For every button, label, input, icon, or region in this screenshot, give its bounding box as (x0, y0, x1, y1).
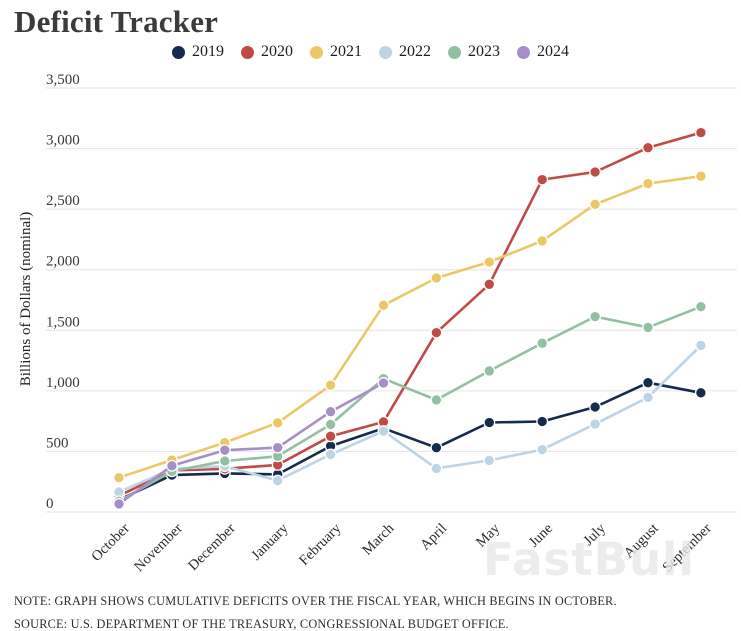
x-tick-label-november: November (131, 520, 186, 575)
data-point-2020 (694, 126, 707, 139)
data-point-2024 (271, 441, 284, 454)
x-tick-label-august: August (621, 521, 662, 562)
x-tick-label-september: September (660, 520, 715, 575)
data-point-2023 (589, 310, 602, 323)
data-point-2021 (536, 234, 549, 247)
series-line-2021 (117, 174, 703, 479)
data-point-2020 (324, 430, 337, 443)
data-point-2019 (483, 416, 496, 429)
data-point-2022 (589, 418, 602, 431)
data-point-2019 (430, 441, 443, 454)
legend-item-2021: 2021 (310, 43, 362, 61)
data-point-2023 (218, 455, 231, 467)
data-point-2021 (694, 170, 707, 183)
y-tick-label: 0 (46, 496, 54, 512)
y-tick-label: 500 (46, 435, 69, 451)
x-tick-label-march: March (359, 520, 398, 559)
data-point-2022 (694, 339, 707, 352)
series-line-2024 (117, 381, 385, 506)
footnotes: NOTE: GRAPH SHOWS CUMULATIVE DEFICITS OV… (14, 590, 617, 631)
y-tick-label: 3,500 (46, 72, 80, 88)
data-point-2019 (694, 386, 707, 399)
data-point-2023 (483, 364, 496, 377)
y-tick-label: 3,000 (46, 133, 80, 149)
x-tick-label-january: January (248, 520, 292, 564)
data-point-2024 (165, 459, 178, 472)
legend-swatch-2020 (241, 45, 254, 59)
legend-swatch-2022 (379, 45, 392, 59)
data-point-2024 (218, 444, 231, 457)
data-point-2022 (536, 443, 549, 456)
data-point-2022 (377, 425, 390, 438)
data-point-2022 (483, 454, 496, 467)
legend-label-2021: 2021 (330, 43, 362, 60)
y-tick-label: 1,500 (46, 314, 80, 330)
data-point-2021 (324, 379, 337, 392)
data-point-2022 (271, 474, 284, 487)
legend-swatch-2021 (310, 45, 323, 59)
data-point-2024 (324, 405, 337, 418)
data-point-2021 (377, 299, 390, 312)
source-line: SOURCE: U.S. DEPARTMENT OF THE TREASURY,… (14, 616, 509, 631)
x-tick-label-february: February (296, 520, 345, 569)
y-tick-label: 2,500 (46, 193, 80, 209)
data-point-2020 (430, 326, 443, 339)
legend-item-2023: 2023 (448, 43, 500, 61)
data-point-2023 (536, 337, 549, 350)
data-point-2021 (642, 177, 654, 190)
data-point-2020 (483, 278, 496, 291)
data-point-2021 (271, 416, 284, 429)
legend-label-2019: 2019 (192, 43, 224, 60)
legend-label-2023: 2023 (468, 43, 500, 60)
x-tick-label-july: July (581, 520, 610, 549)
series-line-2019 (117, 381, 703, 502)
chart-legend: 2019 2020 2021 2022 2023 2024 (0, 43, 741, 61)
legend-swatch-2024 (517, 45, 530, 59)
x-tick-label-october: October (88, 520, 132, 564)
legend-item-2024: 2024 (517, 43, 569, 61)
data-point-2019 (642, 376, 654, 389)
legend-item-2022: 2022 (379, 43, 431, 61)
series-line-2022 (117, 344, 703, 494)
legend-item-2020: 2020 (241, 43, 293, 61)
data-point-2022 (430, 462, 443, 475)
legend-label-2022: 2022 (399, 43, 431, 60)
x-tick-label-june: June (526, 521, 556, 551)
data-point-2022 (324, 448, 337, 461)
page-title: Deficit Tracker (14, 4, 219, 39)
data-point-2020 (589, 166, 602, 178)
data-point-2021 (589, 198, 602, 211)
legend-label-2020: 2020 (261, 43, 293, 60)
data-point-2023 (642, 321, 654, 334)
data-point-2020 (642, 141, 654, 154)
data-point-2021 (430, 272, 443, 284)
y-tick-label: 2,000 (46, 254, 80, 270)
data-point-2023 (694, 300, 707, 313)
y-tick-label: 1,000 (46, 375, 80, 391)
data-point-2023 (324, 418, 337, 431)
data-point-2020 (536, 173, 549, 186)
series-line-2020 (117, 131, 703, 498)
series-line-2023 (117, 305, 703, 503)
legend-label-2024: 2024 (537, 43, 569, 60)
legend-swatch-2019 (172, 45, 185, 59)
data-point-2022 (642, 391, 654, 404)
legend-item-2019: 2019 (172, 43, 224, 61)
y-axis-title: Billions of Dollars (nominal) (18, 212, 34, 387)
data-point-2019 (589, 401, 602, 413)
x-tick-label-may: May (473, 520, 504, 551)
data-point-2021 (483, 256, 496, 268)
x-tick-label-april: April (417, 521, 450, 554)
x-tick-label-december: December (185, 520, 239, 574)
legend-swatch-2023 (448, 45, 461, 59)
data-point-2023 (430, 393, 443, 406)
data-point-2019 (536, 415, 549, 428)
data-point-2021 (113, 471, 125, 484)
note-line: NOTE: GRAPH SHOWS CUMULATIVE DEFICITS OV… (14, 594, 617, 608)
data-point-2024 (377, 377, 390, 389)
data-point-2024 (113, 497, 125, 510)
